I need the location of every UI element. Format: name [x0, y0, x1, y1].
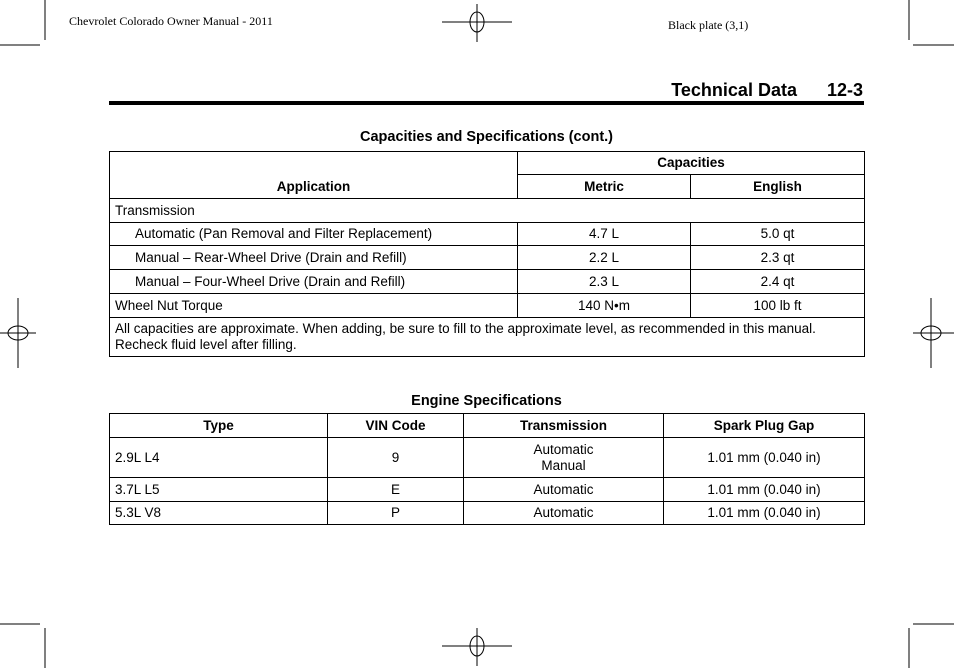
cell-application: Manual – Four-Wheel Drive (Drain and Ref…	[109, 269, 518, 294]
transmission-option: Automatic	[533, 441, 594, 457]
header-transmission: Transmission	[463, 413, 664, 438]
cell-application: Wheel Nut Torque	[109, 293, 518, 318]
cell-english: 100 lb ft	[689, 293, 866, 318]
cell-metric: 2.3 L	[517, 269, 691, 294]
cell-gap: 1.01 mm (0.040 in)	[663, 477, 865, 502]
table-row: Wheel Nut Torque 140 N•m 100 lb ft	[109, 293, 866, 318]
registration-mark-bottom	[442, 628, 512, 666]
registration-mark-top	[442, 4, 512, 42]
cell-gap: 1.01 mm (0.040 in)	[663, 501, 865, 525]
registration-mark-left	[0, 298, 36, 368]
cell-type: 3.7L L5	[109, 477, 328, 502]
capacities-note: All capacities are approximate. When add…	[108, 317, 866, 357]
cell-english: 2.3 qt	[689, 245, 866, 270]
engine-caption: Engine Specifications	[411, 393, 562, 409]
header-capacities: Capacities	[516, 151, 866, 175]
capacities-caption: Capacities and Specifications (cont.)	[360, 129, 613, 145]
header-application: Application	[109, 151, 518, 199]
section-title: Technical Data	[671, 80, 797, 100]
cell-english: 2.4 qt	[689, 269, 866, 294]
group-label: Transmission	[108, 198, 866, 223]
capacities-table: Application Capacities Metric English Tran…	[108, 151, 866, 357]
transmission-option: Manual	[541, 457, 586, 473]
page-number: 12-3	[826, 80, 863, 100]
cell-transmission: Automatic Manual	[463, 437, 664, 478]
registration-mark-right	[913, 298, 954, 368]
table-row: 3.7L L5 E Automatic 1.01 mm (0.040 in)	[109, 477, 865, 502]
section-heading: Technical Data 12-3	[671, 80, 863, 101]
table-row: 2.9L L4 9 Automatic Manual 1.01 mm (0.040 in…	[109, 437, 865, 478]
cell-vin: E	[327, 477, 464, 502]
table-row: All capacities are approximate. When add…	[108, 317, 866, 357]
table-row: Automatic (Pan Removal and Filter Replac…	[109, 222, 866, 246]
header-manual-title: Chevrolet Colorado Owner Manual - 2011	[69, 14, 273, 28]
cell-application: Manual – Rear-Wheel Drive (Drain and Ref…	[109, 245, 518, 270]
cell-transmission: Automatic	[463, 501, 664, 525]
cell-metric: 4.7 L	[517, 222, 691, 246]
header-rule	[109, 101, 864, 105]
cell-metric: 2.2 L	[517, 245, 691, 270]
cell-english: 5.0 qt	[689, 222, 866, 246]
table-row: Manual – Four-Wheel Drive (Drain and Ref…	[109, 269, 866, 294]
cell-gap: 1.01 mm (0.040 in)	[663, 437, 865, 478]
engine-table: Type VIN Code Transmission Spark Plug Gap 2…	[109, 413, 865, 525]
table-row: Manual – Rear-Wheel Drive (Drain and Ref…	[109, 245, 866, 270]
header-type: Type	[109, 413, 328, 438]
cell-transmission: Automatic	[463, 477, 664, 502]
cell-metric: 140 N•m	[517, 293, 691, 318]
header-english: English	[689, 174, 866, 199]
table-row: 5.3L V8 P Automatic 1.01 mm (0.040 in)	[109, 501, 865, 525]
header-vin: VIN Code	[327, 413, 464, 438]
header-gap: Spark Plug Gap	[663, 413, 865, 438]
header-plate: Black plate (3,1)	[668, 18, 749, 32]
cell-vin: P	[327, 501, 464, 525]
cell-type: 5.3L V8	[109, 501, 328, 525]
table-row: Transmission	[108, 198, 866, 223]
header-metric: Metric	[517, 174, 691, 199]
cell-vin: 9	[327, 437, 464, 478]
cell-type: 2.9L L4	[109, 437, 328, 478]
cell-application: Automatic (Pan Removal and Filter Replac…	[109, 222, 518, 246]
